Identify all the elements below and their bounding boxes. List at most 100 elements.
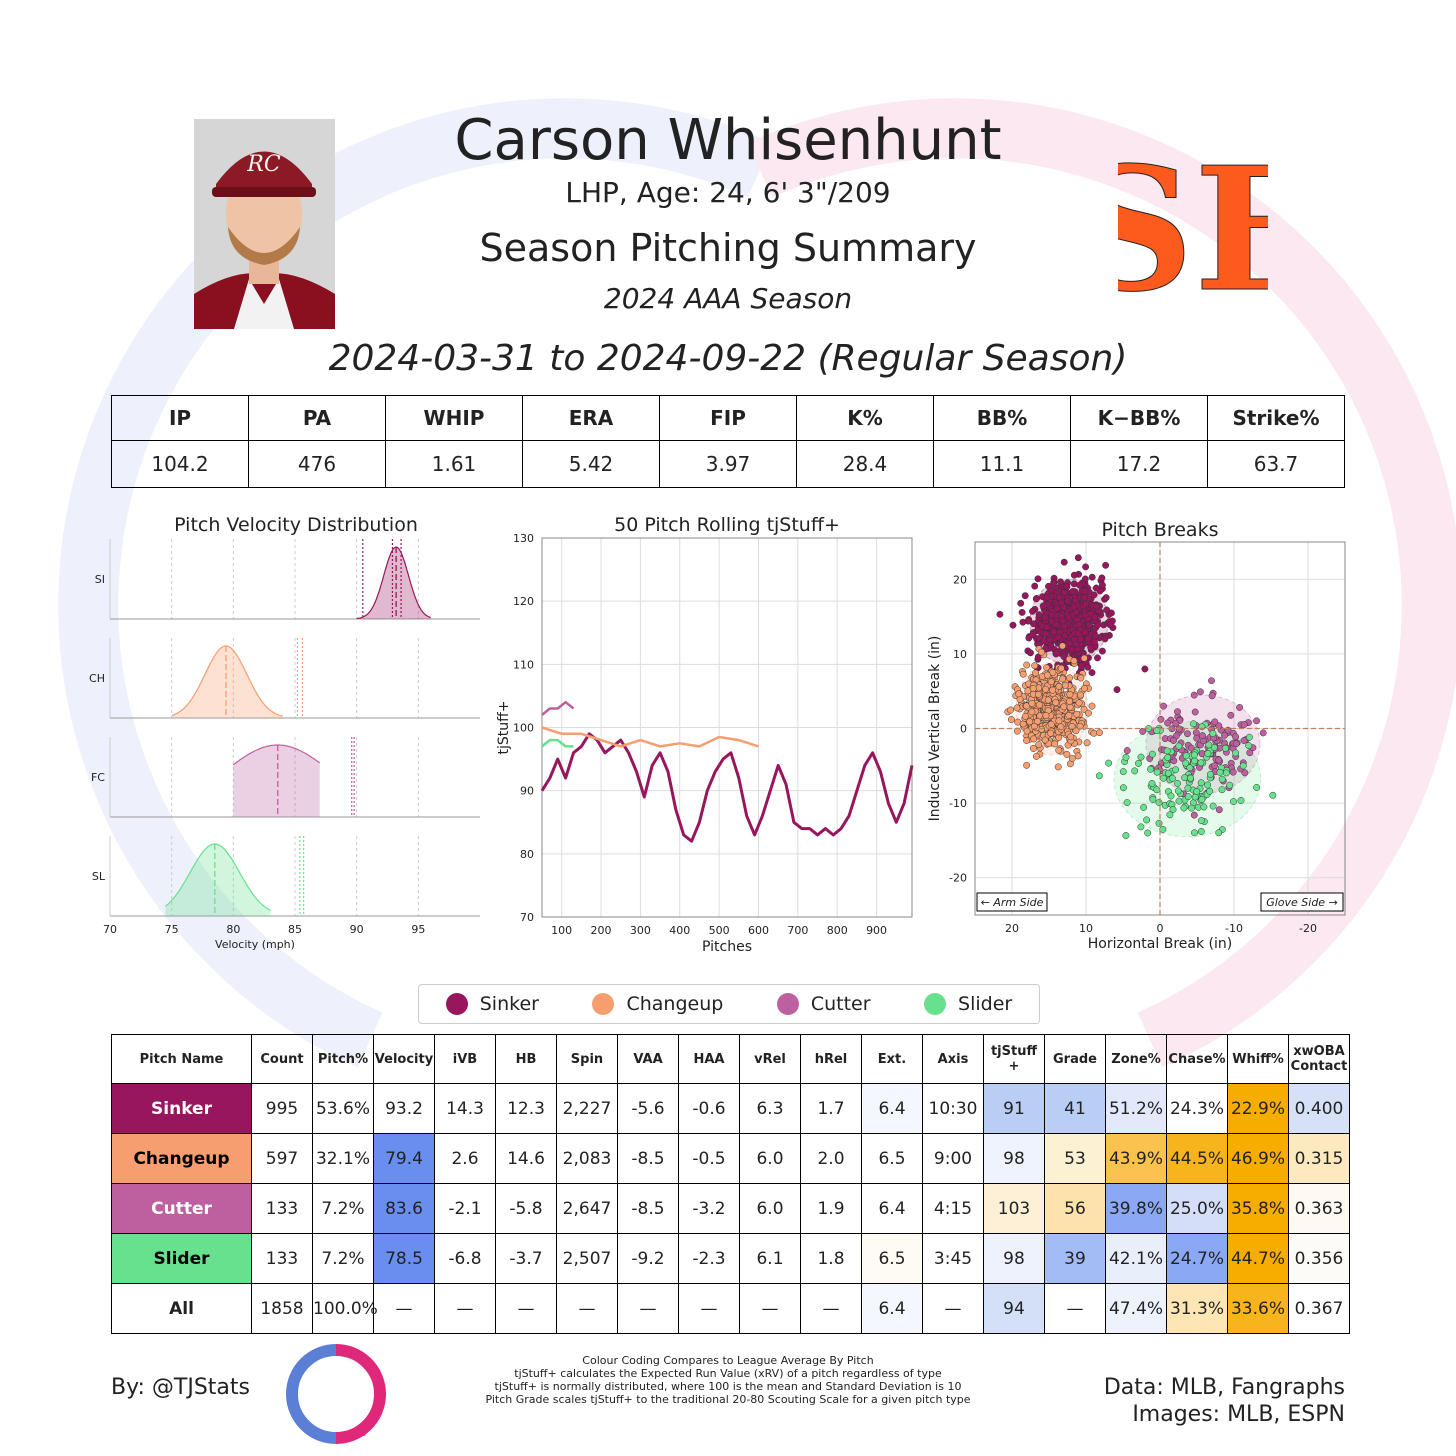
breaks-point: [1030, 620, 1037, 628]
season-stats-value-row: 104.2 476 1.61 5.42 3.97 28.4 11.1 17.2 63.7: [111, 440, 1345, 488]
breaks-point: [1057, 664, 1065, 672]
arsenal-cell-vrel: 6.3: [739, 1083, 801, 1134]
breaks-point: [1170, 737, 1177, 744]
breaks-point: [1168, 774, 1176, 782]
legend-item-sinker: Sinker: [445, 993, 539, 1015]
summary-title: Season Pitching Summary: [479, 226, 977, 270]
breaks-point: [1077, 691, 1084, 699]
breaks-point: [1021, 712, 1029, 720]
breaks-point: [1119, 768, 1127, 776]
arsenal-header-ivb: iVB: [434, 1034, 496, 1084]
velocity-curve-changeup: [171, 645, 283, 717]
breaks-point: [1206, 770, 1214, 778]
breaks-point: [1221, 744, 1229, 752]
arsenal-cell-axis: 9:00: [922, 1133, 984, 1184]
breaks-point: [1032, 752, 1040, 760]
breaks-y-tick: -10: [949, 797, 967, 810]
arsenal-cell-tjstuff: 98: [983, 1233, 1045, 1284]
breaks-point: [1163, 747, 1171, 755]
breaks-point: [1094, 654, 1101, 662]
breaks-point: [1034, 690, 1042, 698]
breaks-point: [1070, 657, 1078, 665]
stat-header-era: ERA: [522, 395, 660, 441]
breaks-point: [1019, 618, 1027, 626]
breaks-point: [1204, 750, 1212, 757]
breaks-point: [1245, 733, 1253, 741]
breaks-point: [1122, 753, 1130, 761]
breaks-point: [1043, 593, 1051, 601]
breaks-point: [1105, 759, 1113, 767]
arsenal-cell-tjstuff: 98: [983, 1133, 1045, 1184]
arsenal-cell-velocity: 79.4: [373, 1133, 435, 1184]
breaks-point: [1070, 571, 1078, 579]
breaks-point: [1047, 729, 1055, 737]
stat-value-ip: 104.2: [111, 440, 249, 488]
breaks-point: [1227, 711, 1235, 719]
arsenal-header-tjstuff: tjStuff +: [983, 1034, 1045, 1084]
breaks-point: [1181, 774, 1189, 782]
breaks-point: [1123, 747, 1131, 755]
breaks-point: [1269, 791, 1277, 799]
arsenal-cell-pitch: 7.2%: [312, 1183, 374, 1234]
breaks-point: [1063, 750, 1071, 758]
breaks-y-tick: -20: [949, 872, 967, 885]
breaks-point: [1253, 784, 1261, 791]
breaks-point: [1083, 739, 1091, 747]
velocity-row-label: SI: [95, 573, 105, 586]
breaks-point: [1131, 767, 1139, 775]
breaks-point: [1119, 784, 1127, 792]
breaks-point: [1023, 737, 1030, 744]
breaks-point: [1061, 631, 1069, 639]
breaks-point: [1042, 685, 1050, 693]
glove-side-box: [1260, 892, 1344, 912]
breaks-point: [1215, 756, 1223, 764]
season-label: 2024 AAA Season: [603, 282, 853, 315]
stat-header-k: K%: [796, 395, 934, 441]
pitch-arsenal-table: Pitch Name Count Pitch% Velocity iVB HB Spin VA…: [111, 1034, 1350, 1334]
stat-value-whip: 1.61: [385, 440, 523, 488]
breaks-x-tick: 0: [1157, 922, 1164, 935]
breaks-point: [1175, 797, 1183, 805]
arsenal-header-hb: HB: [495, 1034, 557, 1084]
breaks-point: [1174, 779, 1181, 787]
legend-dot-cutter: [776, 993, 799, 1015]
arsenal-cell-axis: 4:15: [922, 1183, 984, 1234]
stuff-x-tick: 300: [630, 924, 651, 937]
breaks-point: [1113, 686, 1121, 694]
breaks-point: [1193, 788, 1201, 796]
breaks-point: [1066, 697, 1073, 705]
arsenal-header-pitch-name: Pitch Name: [111, 1034, 252, 1084]
arsenal-cell-ext: 6.4: [861, 1183, 923, 1234]
arsenal-cell-count: 995: [251, 1083, 313, 1134]
arsenal-cell-vaa: —: [617, 1283, 679, 1334]
breaks-point: [1184, 730, 1191, 738]
arsenal-cell-hrel: 1.8: [800, 1233, 862, 1284]
breaks-point: [1043, 623, 1051, 631]
arsenal-cell-hrel: —: [800, 1283, 862, 1334]
breaks-point: [1141, 665, 1149, 673]
breaks-point: [1096, 729, 1103, 737]
breaks-point: [1072, 640, 1080, 648]
breaks-point: [1007, 706, 1015, 714]
footer-note: tjStuff+ is normally distributed, where …: [494, 1380, 962, 1393]
arsenal-header-haa: HAA: [678, 1034, 740, 1084]
arsenal-cell-grade: 56: [1044, 1183, 1106, 1234]
breaks-point: [1206, 787, 1214, 795]
breaks-point: [1137, 823, 1145, 831]
arsenal-cell-ext: 6.4: [861, 1283, 923, 1334]
arsenal-cell-velocity: —: [373, 1283, 435, 1334]
breaks-point: [1155, 799, 1163, 806]
breaks-point: [1143, 816, 1151, 824]
arsenal-cell-haa: -0.6: [678, 1083, 740, 1134]
stat-header-strike: Strike%: [1207, 395, 1345, 441]
breaks-point: [1191, 708, 1199, 716]
breaks-point: [1164, 754, 1172, 761]
arsenal-cell-pitch: 7.2%: [312, 1233, 374, 1284]
breaks-point: [1074, 752, 1082, 760]
arsenal-cell-pitch: 53.6%: [312, 1083, 374, 1134]
velocity-x-tick: 70: [103, 923, 117, 936]
breaks-point: [1088, 702, 1096, 710]
arsenal-cell-zone: 47.4%: [1105, 1283, 1167, 1334]
breaks-point: [1065, 711, 1073, 719]
breaks-point: [1053, 604, 1061, 612]
